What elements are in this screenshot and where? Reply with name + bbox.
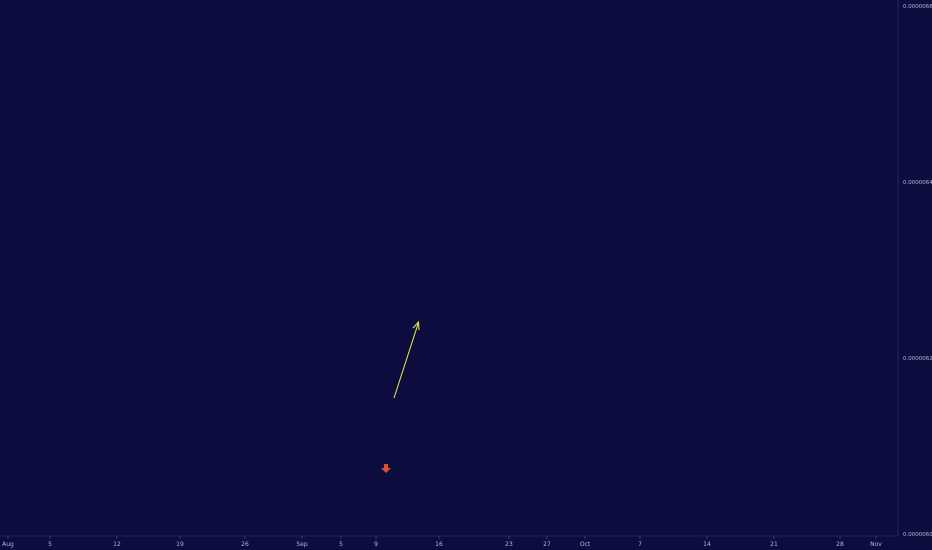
time-axis[interactable]: Aug 5 12 19 26 Sep 5 9 16 23 27 Oct 7 14 21 28 Nov [2,536,882,548]
time-tick-label: Aug [2,541,14,548]
time-tick-label: 12 [113,541,121,548]
time-tick-label: 5 [48,541,52,548]
time-tick-label: Sep [296,541,308,548]
annotations-layer [381,320,420,473]
time-tick-label: 7 [638,541,642,548]
time-tick-label: 9 [374,541,378,548]
price-tick-label: 0.00000660 [903,4,932,10]
up-arrow-shaft [393,323,419,399]
time-tick-label: 28 [836,541,844,548]
time-tick-label: 23 [505,541,513,548]
time-tick-label: 26 [241,541,249,548]
time-tick-label: Oct [580,541,591,548]
up-arrow-icon[interactable] [412,320,420,331]
time-tick-label: 16 [435,541,443,548]
time-tick-label: 14 [703,541,711,548]
time-tick-label: Nov [870,541,882,548]
time-tick-label: 21 [770,541,778,548]
time-tick-label: 19 [176,541,184,548]
time-tick-label: 27 [543,541,551,548]
down-arrow-icon[interactable] [381,464,391,473]
time-tick-label: 5 [339,541,343,548]
